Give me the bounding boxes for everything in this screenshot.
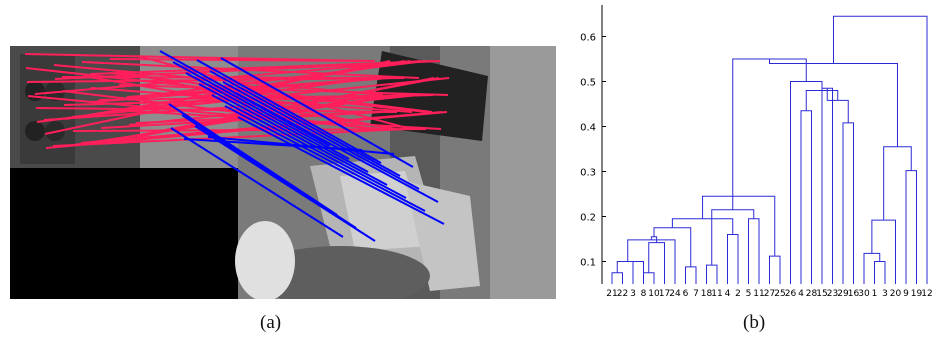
leaf-label: 23 [827, 289, 838, 299]
leaf-label: 11 [753, 289, 764, 299]
match-line-blue [209, 70, 401, 177]
dendrogram-y-ticks: 0.1 0.2 0.3 0.4 0.5 0.6 [580, 33, 606, 269]
leaf-label: 17 [659, 289, 670, 299]
match-line-red [35, 107, 398, 113]
dendrogram-link [874, 261, 886, 284]
dendrogram-leaf-labels: 21 22 3 8 10 17 24 6 7 18 11 4 2 5 11 27 25 26 4 28 15 23 29 16… [606, 289, 932, 299]
dendrogram-link [863, 252, 881, 284]
leaf-label: 9 [903, 289, 909, 299]
leaf-label: 29 [837, 289, 849, 299]
leaf-label: 26 [785, 289, 797, 299]
match-line-blue [235, 92, 439, 203]
y-tick-label: 0.5 [580, 78, 596, 89]
match-line-blue [198, 83, 388, 186]
match-line-red [101, 77, 440, 143]
match-line-red [110, 72, 433, 113]
caption-b: (b) [743, 312, 766, 333]
match-line-blue [224, 105, 426, 212]
dendrogram-link [832, 15, 928, 284]
leaf-label: 8 [641, 289, 647, 299]
dendrogram-link [702, 195, 776, 257]
leaf-label: 2 [735, 289, 741, 299]
image-padding [10, 168, 238, 299]
leaf-label: 11 [711, 289, 722, 299]
leaf-label: 7 [693, 289, 699, 299]
caption-a: (a) [260, 312, 282, 333]
leaf-label: 3 [630, 289, 636, 299]
dendrogram-link [769, 255, 781, 284]
dendrogram-link [842, 122, 854, 284]
leaf-label: 12 [921, 289, 932, 299]
leaf-label: 28 [806, 289, 818, 299]
leaf-label: 4 [798, 289, 804, 299]
dendrogram-chart: 0.10.20.30.40.50.6 21 22 3 8 10 17 24 6 7 18 11 4 2 5… [580, 5, 933, 299]
leaf-label: 3 [882, 289, 888, 299]
dendrogram-link [790, 81, 823, 284]
match-line-red [54, 60, 441, 80]
match-line-blue [172, 61, 350, 160]
dendrogram-link [821, 87, 833, 284]
y-tick-label: 0.4 [580, 123, 596, 134]
match-line-blue [170, 127, 344, 238]
match-line-red [52, 128, 407, 147]
y-tick-label: 0.2 [580, 213, 596, 224]
match-line-blue [185, 72, 369, 173]
feature-matching-image [10, 46, 556, 299]
dendrogram-link [653, 227, 692, 267]
match-line-blue [220, 57, 414, 168]
dendrogram-link [616, 261, 639, 273]
match-line-red [26, 77, 405, 83]
match-line-red [27, 95, 382, 130]
dendrogram-link [643, 272, 655, 284]
leaf-label: 20 [890, 289, 902, 299]
match-line-red [25, 67, 428, 113]
match-line-blue [222, 81, 420, 190]
dendrogram-link [671, 218, 734, 235]
leaf-label: 6 [683, 289, 689, 299]
match-line-red [45, 111, 448, 149]
y-tick-label: 0.6 [580, 33, 596, 44]
dendrogram-link [611, 272, 623, 284]
leaf-label: 21 [606, 289, 617, 299]
match-line-blue [207, 136, 395, 155]
match-line-blue [196, 59, 382, 164]
dendrogram-link [727, 234, 739, 284]
dendrogram-links [611, 15, 928, 284]
dendrogram-link [685, 266, 697, 284]
dendrogram-link [648, 242, 665, 284]
leaf-label: 5 [746, 289, 752, 299]
leaf-label: 22 [617, 289, 628, 299]
dendrogram-link [871, 219, 896, 284]
match-line-blue [237, 116, 445, 225]
leaf-label: 27 [764, 289, 775, 299]
dendrogram-link [748, 218, 760, 284]
dendrogram-link [905, 170, 917, 284]
dendrogram-link [800, 110, 812, 284]
leaf-label: 18 [701, 289, 713, 299]
y-tick-label: 0.1 [580, 258, 596, 269]
leaf-label: 15 [816, 289, 827, 299]
leaf-label: 1 [872, 289, 878, 299]
leaf-label: 10 [648, 289, 660, 299]
leaf-label: 30 [858, 289, 870, 299]
dendrogram-link [883, 146, 912, 221]
dendrogram-link [711, 209, 755, 266]
dendrogram-link [706, 264, 718, 284]
dendrogram-link [632, 261, 644, 284]
dendrogram-link [769, 59, 898, 147]
leaf-label: 16 [848, 289, 860, 299]
leaf-label: 19 [911, 289, 923, 299]
leaf-label: 4 [725, 289, 731, 299]
feature-match-lines [24, 50, 450, 242]
leaf-label: 25 [774, 289, 785, 299]
y-tick-label: 0.3 [580, 168, 596, 179]
leaf-label: 24 [669, 289, 681, 299]
match-line-blue [194, 125, 376, 242]
